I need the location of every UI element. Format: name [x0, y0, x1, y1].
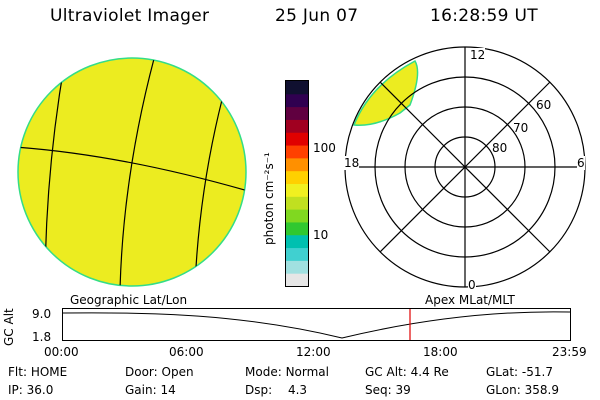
mlt-label-6: 6	[577, 156, 585, 170]
uv-image-disk	[17, 57, 247, 287]
info-seq: Seq: 39	[365, 383, 411, 397]
colorbar-tick-100: 100	[313, 141, 336, 155]
colorbar-band	[286, 132, 308, 146]
info-dsp: Dsp: 4.3	[245, 383, 308, 397]
colorbar-band	[286, 196, 308, 210]
colorbar-band	[286, 106, 308, 120]
info-mode: Mode: Normal	[245, 365, 329, 379]
colorbar-band	[286, 273, 308, 286]
time-tick-0: 00:00	[44, 345, 79, 359]
colorbar-band	[286, 247, 308, 261]
lat-label-60: 60	[536, 98, 552, 112]
info-flight: Flt: HOME	[8, 365, 68, 379]
colorbar-tick-10: 10	[313, 228, 329, 242]
colorbar-band	[286, 183, 308, 197]
mlt-line-diag-2	[379, 81, 551, 253]
meridian-line	[119, 58, 156, 286]
colorbar-band	[286, 221, 308, 236]
colorbar-band	[286, 260, 308, 274]
apex-panel-label: Apex MLat/MLT	[425, 293, 515, 307]
altitude-axis-label: GC Alt	[2, 308, 16, 346]
mlt-label-0: 0	[468, 278, 476, 292]
colorbar-band	[286, 81, 308, 95]
time-tick-2: 12:00	[296, 345, 331, 359]
mlt-label-18: 18	[344, 156, 360, 170]
info-glon: GLon: 358.9	[486, 383, 559, 397]
altitude-plot	[62, 308, 571, 341]
colorbar-band	[286, 119, 308, 133]
colorbar-band	[286, 145, 308, 159]
time-label: 16:28:59 UT	[430, 6, 538, 26]
info-gc-alt: GC Alt: 4.4 Re	[365, 365, 449, 379]
colorbar-band	[286, 157, 308, 172]
uv-image-patch	[352, 59, 419, 126]
app-title: Ultraviolet Imager	[50, 6, 210, 26]
color-scale-bar	[285, 80, 309, 287]
info-gain: Gain: 14	[125, 383, 176, 397]
altitude-curve	[62, 311, 571, 339]
colorbar-band	[286, 170, 308, 184]
info-door: Door: Open	[125, 365, 194, 379]
colorbar-band	[286, 209, 308, 223]
colorbar-band	[286, 234, 308, 249]
info-glat: GLat: -51.7	[486, 365, 553, 379]
colorbar-unit-label: photon cm⁻²s⁻¹	[262, 152, 276, 245]
mlt-label-12: 12	[470, 48, 486, 62]
geographic-panel-label: Geographic Lat/Lon	[70, 293, 188, 307]
geographic-image	[17, 57, 247, 287]
altitude-ytick-bottom: 1.8	[32, 330, 52, 344]
info-ip: IP: 36.0	[8, 383, 54, 397]
lat-label-80: 80	[492, 141, 508, 155]
altitude-ytick-top: 9.0	[32, 307, 52, 321]
time-tick-3: 18:00	[423, 345, 458, 359]
time-tick-1: 06:00	[169, 345, 204, 359]
time-tick-4: 23:59	[552, 345, 587, 359]
colorbar-band	[286, 93, 308, 108]
date-label: 25 Jun 07	[275, 6, 359, 26]
polar-mlat-mlt-plot	[344, 46, 586, 288]
lat-label-70: 70	[513, 121, 529, 135]
parallel-line	[18, 146, 246, 194]
